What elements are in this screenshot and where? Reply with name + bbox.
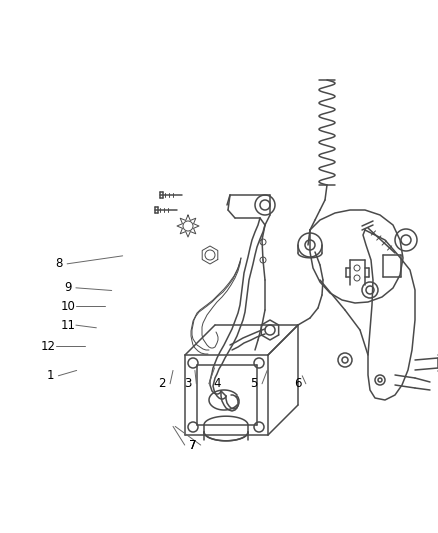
Text: 3: 3 <box>185 377 192 390</box>
Text: 8: 8 <box>56 257 63 270</box>
Circle shape <box>254 358 264 368</box>
Text: 7: 7 <box>189 439 197 451</box>
Text: 2: 2 <box>158 377 166 390</box>
Circle shape <box>260 239 266 245</box>
Text: 10: 10 <box>60 300 75 313</box>
Text: 5: 5 <box>251 377 258 390</box>
Text: 9: 9 <box>64 281 72 294</box>
Text: 1: 1 <box>46 369 54 382</box>
Text: 11: 11 <box>60 319 75 332</box>
Text: 4: 4 <box>213 377 221 390</box>
Circle shape <box>260 257 266 263</box>
Circle shape <box>188 422 198 432</box>
Circle shape <box>254 422 264 432</box>
Text: 7: 7 <box>189 439 197 451</box>
Text: 6: 6 <box>294 377 302 390</box>
Text: 12: 12 <box>41 340 56 353</box>
Circle shape <box>188 358 198 368</box>
